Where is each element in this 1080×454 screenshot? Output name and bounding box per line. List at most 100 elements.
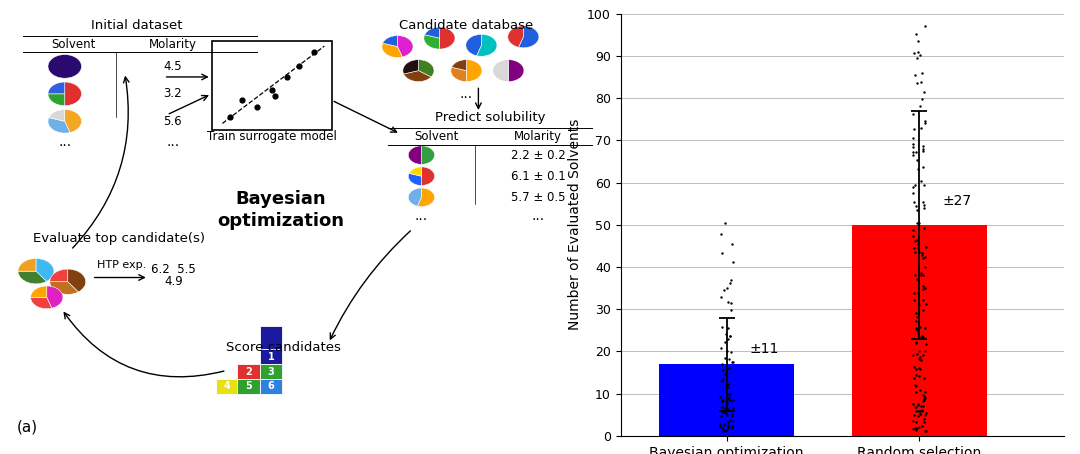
Wedge shape bbox=[397, 35, 413, 57]
Point bbox=[917, 117, 934, 124]
Point bbox=[713, 377, 730, 385]
Point bbox=[724, 410, 741, 417]
Point bbox=[907, 317, 924, 324]
Point bbox=[906, 71, 923, 79]
Text: 3.2: 3.2 bbox=[163, 87, 181, 100]
Point bbox=[915, 306, 932, 314]
Point bbox=[914, 408, 931, 415]
Point bbox=[715, 427, 732, 434]
Text: Candidate database: Candidate database bbox=[400, 19, 534, 32]
Text: 2: 2 bbox=[245, 367, 252, 377]
Point bbox=[718, 284, 735, 291]
Point bbox=[717, 330, 734, 337]
Point bbox=[909, 241, 927, 248]
Wedge shape bbox=[382, 43, 402, 58]
Wedge shape bbox=[509, 59, 524, 82]
Point bbox=[713, 249, 730, 257]
Point bbox=[909, 329, 927, 336]
Point bbox=[905, 226, 922, 233]
Point bbox=[904, 233, 921, 240]
Point bbox=[723, 276, 740, 284]
Point bbox=[904, 151, 921, 158]
Point bbox=[916, 253, 933, 261]
Wedge shape bbox=[418, 59, 434, 77]
Point bbox=[713, 398, 730, 405]
Point bbox=[717, 427, 734, 434]
Point bbox=[712, 422, 729, 429]
Point bbox=[712, 294, 729, 301]
Point bbox=[906, 181, 923, 188]
Text: 1: 1 bbox=[268, 352, 274, 362]
Point bbox=[713, 397, 730, 404]
Point bbox=[913, 271, 930, 278]
Wedge shape bbox=[48, 54, 81, 78]
Point bbox=[713, 360, 730, 367]
Point bbox=[908, 207, 926, 214]
Point bbox=[714, 375, 731, 382]
Point bbox=[716, 339, 733, 346]
Wedge shape bbox=[382, 35, 397, 47]
Point bbox=[917, 427, 934, 434]
Point bbox=[914, 70, 931, 77]
Point bbox=[907, 408, 924, 415]
Text: Score candidates: Score candidates bbox=[226, 340, 341, 354]
Point bbox=[908, 219, 926, 227]
Point bbox=[914, 95, 931, 103]
Point bbox=[908, 236, 926, 243]
Point bbox=[724, 423, 741, 430]
Point bbox=[724, 404, 741, 411]
Point bbox=[905, 125, 922, 133]
Wedge shape bbox=[30, 286, 46, 297]
Text: (a): (a) bbox=[17, 419, 38, 434]
Text: Train surrogate model: Train surrogate model bbox=[206, 130, 337, 143]
Point bbox=[908, 156, 926, 163]
Point bbox=[917, 324, 934, 331]
Point bbox=[717, 410, 734, 417]
Wedge shape bbox=[30, 297, 52, 309]
Point bbox=[714, 409, 731, 416]
Wedge shape bbox=[36, 258, 54, 281]
Point bbox=[905, 49, 922, 56]
Point bbox=[905, 198, 922, 206]
Point bbox=[719, 405, 737, 412]
Point bbox=[720, 390, 738, 398]
Point bbox=[717, 405, 734, 413]
Point bbox=[724, 397, 741, 404]
Point bbox=[719, 418, 737, 425]
Point bbox=[916, 202, 933, 209]
Point bbox=[916, 419, 933, 426]
Wedge shape bbox=[408, 188, 421, 206]
Point bbox=[712, 420, 729, 427]
Point bbox=[725, 417, 742, 424]
Text: ...: ... bbox=[415, 209, 428, 223]
FancyBboxPatch shape bbox=[212, 41, 332, 130]
Text: ±11: ±11 bbox=[750, 341, 779, 355]
Point bbox=[908, 275, 926, 282]
Point bbox=[904, 110, 921, 117]
Wedge shape bbox=[465, 35, 482, 56]
Text: ...: ... bbox=[531, 209, 545, 223]
Point bbox=[716, 407, 733, 414]
Point bbox=[907, 30, 924, 37]
Wedge shape bbox=[50, 269, 68, 282]
Text: 4.5: 4.5 bbox=[163, 60, 181, 73]
Point bbox=[910, 424, 928, 431]
Point bbox=[719, 422, 737, 429]
Point bbox=[915, 334, 932, 341]
Point bbox=[714, 427, 731, 434]
Point bbox=[910, 219, 928, 227]
Wedge shape bbox=[48, 118, 70, 133]
Point bbox=[909, 48, 927, 55]
Point bbox=[908, 350, 926, 358]
Bar bbox=[659, 364, 794, 436]
Text: 6.1 ± 0.1: 6.1 ± 0.1 bbox=[511, 170, 566, 183]
FancyBboxPatch shape bbox=[259, 326, 282, 349]
Point bbox=[915, 181, 932, 188]
Point bbox=[720, 393, 738, 400]
Wedge shape bbox=[417, 188, 434, 207]
Text: 5: 5 bbox=[245, 381, 252, 391]
Wedge shape bbox=[50, 282, 79, 294]
Point bbox=[915, 396, 932, 404]
Wedge shape bbox=[423, 35, 440, 49]
Y-axis label: Number of Evaluated Solvents: Number of Evaluated Solvents bbox=[568, 119, 581, 331]
